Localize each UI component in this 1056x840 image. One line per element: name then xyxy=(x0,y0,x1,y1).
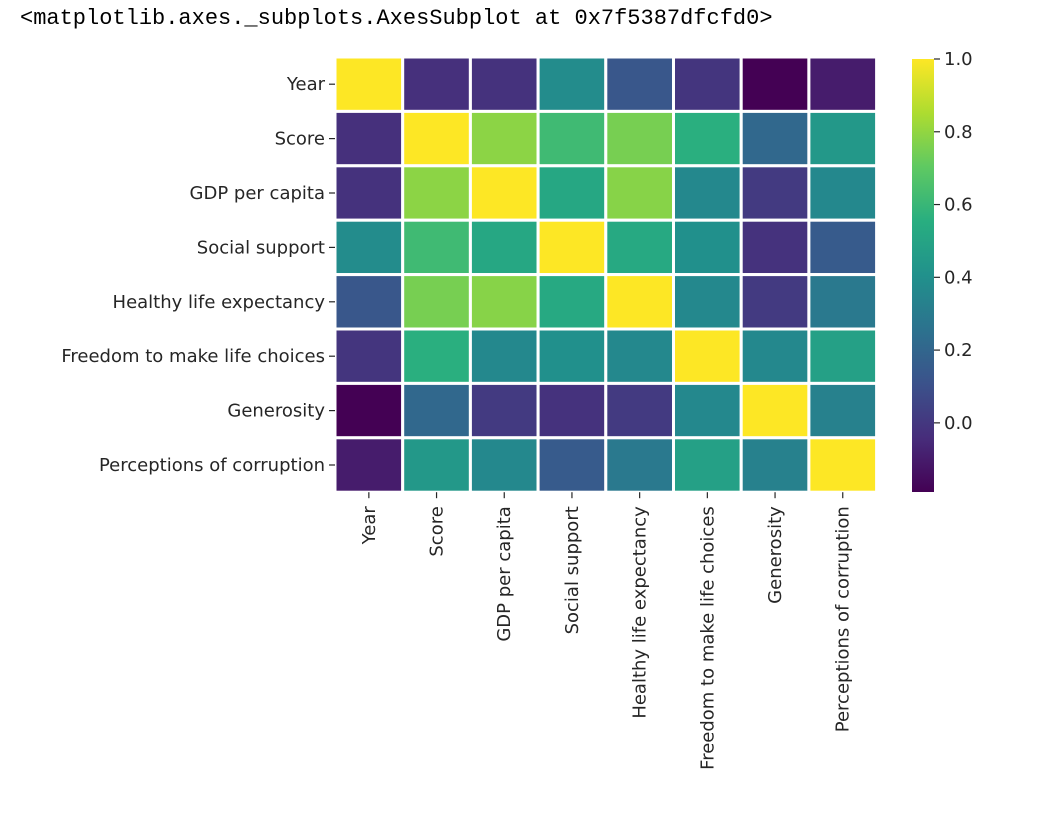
heatmap-cell xyxy=(807,381,879,440)
y-tick-labels: Year Score GDP per capita Social support Hea… xyxy=(61,74,335,476)
heatmap-cell xyxy=(604,218,675,277)
heatmap-cell xyxy=(739,273,811,331)
heatmap-cell xyxy=(468,381,540,440)
heatmap-cell xyxy=(739,436,811,494)
x-tick-label: Healthy life expectancy xyxy=(630,506,651,719)
heatmap-cell xyxy=(604,55,675,113)
heatmap-cell xyxy=(468,273,540,331)
heatmap-cells xyxy=(333,55,879,494)
heatmap-cell xyxy=(401,218,472,277)
heatmap-cell xyxy=(739,55,811,113)
heatmap-cell xyxy=(468,55,540,113)
heatmap-cell xyxy=(672,327,743,385)
colorbar-tick-label: 0.0 xyxy=(944,413,973,434)
y-tick-label: Year xyxy=(286,74,326,95)
colorbar-ticks: 0.0 0.2 0.4 0.6 0.8 1.0 xyxy=(934,49,973,434)
heatmap-cell xyxy=(536,218,608,277)
heatmap-cell xyxy=(536,273,608,331)
heatmap-cell xyxy=(468,436,540,494)
colorbar-gradient xyxy=(912,59,934,492)
heatmap-cell xyxy=(333,164,405,222)
heatmap-cell xyxy=(807,109,879,168)
x-tick-labels: Year Score GDP per capita Social support Hea… xyxy=(359,492,854,770)
heatmap-cell xyxy=(604,273,675,331)
heatmap-cell xyxy=(672,55,743,113)
y-tick-label: Healthy life expectancy xyxy=(113,292,326,313)
heatmap-cell xyxy=(468,109,540,168)
heatmap-cell xyxy=(468,164,540,222)
heatmap-cell xyxy=(333,218,405,277)
y-tick-label: Social support xyxy=(197,237,325,258)
x-tick-label: Perceptions of corruption xyxy=(833,506,854,732)
heatmap-cell xyxy=(333,55,405,113)
x-tick-label: Generosity xyxy=(765,506,786,604)
heatmap-cell xyxy=(739,109,811,168)
heatmap-cell xyxy=(333,381,405,440)
heatmap-cell xyxy=(401,436,472,494)
heatmap-cell xyxy=(333,436,405,494)
heatmap-cell xyxy=(536,109,608,168)
colorbar-tick-label: 0.6 xyxy=(944,195,973,216)
heatmap-cell xyxy=(807,327,879,385)
heatmap-cell xyxy=(672,381,743,440)
colorbar-tick-label: 0.8 xyxy=(944,122,973,143)
heatmap-cell xyxy=(739,381,811,440)
colorbar xyxy=(912,59,934,492)
heatmap-cell xyxy=(807,273,879,331)
heatmap-cell xyxy=(807,436,879,494)
heatmap-cell xyxy=(401,55,472,113)
x-tick-label: GDP per capita xyxy=(494,506,515,641)
heatmap-cell xyxy=(604,381,675,440)
colorbar-tick-label: 0.2 xyxy=(944,340,973,361)
heatmap-cell xyxy=(672,218,743,277)
heatmap-cell xyxy=(536,164,608,222)
y-tick-label: Generosity xyxy=(227,401,325,422)
colorbar-tick-label: 0.4 xyxy=(944,267,973,288)
y-tick-label: Freedom to make life choices xyxy=(61,346,325,367)
heatmap-cell xyxy=(536,55,608,113)
heatmap-cell xyxy=(604,436,675,494)
y-tick-label: Score xyxy=(275,129,325,150)
heatmap-cell xyxy=(333,273,405,331)
heatmap-cell xyxy=(333,109,405,168)
heatmap-cell xyxy=(604,327,675,385)
x-tick-label: Freedom to make life choices xyxy=(697,506,718,770)
cell-output-text: <matplotlib.axes._subplots.AxesSubplot a… xyxy=(20,6,773,31)
heatmap-cell xyxy=(672,109,743,168)
heatmap-cell xyxy=(739,327,811,385)
heatmap-cell xyxy=(807,164,879,222)
heatmap-cell xyxy=(672,436,743,494)
heatmap-cell xyxy=(604,109,675,168)
x-tick-label: Year xyxy=(359,506,380,546)
heatmap-cell xyxy=(468,218,540,277)
heatmap-cell xyxy=(672,164,743,222)
heatmap-cell xyxy=(807,55,879,113)
heatmap-cell xyxy=(401,164,472,222)
heatmap-cell xyxy=(739,164,811,222)
heatmap-cell xyxy=(468,327,540,385)
heatmap-cell xyxy=(536,381,608,440)
heatmap-cell xyxy=(739,218,811,277)
heatmap-cell xyxy=(401,327,472,385)
heatmap-cell xyxy=(604,164,675,222)
heatmap-cell xyxy=(536,436,608,494)
heatmap-cell xyxy=(536,327,608,385)
heatmap-cell xyxy=(333,327,405,385)
x-tick-label: Score xyxy=(427,506,448,556)
y-tick-label: Perceptions of corruption xyxy=(99,455,325,476)
heatmap-cell xyxy=(401,273,472,331)
heatmap-cell xyxy=(672,273,743,331)
x-tick-label: Social support xyxy=(562,506,583,634)
heatmap-cell xyxy=(807,218,879,277)
y-tick-label: GDP per capita xyxy=(190,183,325,204)
heatmap-cell xyxy=(401,109,472,168)
heatmap-cell xyxy=(401,381,472,440)
colorbar-tick-label: 1.0 xyxy=(944,49,973,70)
